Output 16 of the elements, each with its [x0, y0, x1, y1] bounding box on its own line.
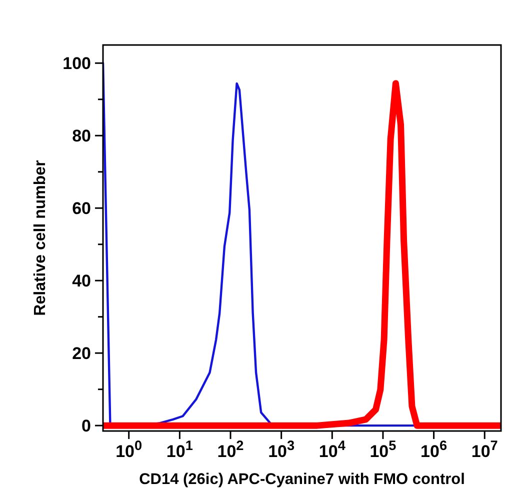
x-tick-label: 10$^{0}$ [116, 438, 142, 461]
x-tick-label: 10$^{6}$ [420, 438, 448, 461]
x-tick-label: 10$^{2}$ [217, 438, 244, 461]
x-tick-label: 10$^{7}$ [471, 438, 498, 461]
y-tick-label: 20 [72, 344, 91, 364]
y-axis-title: Relative cell number [32, 160, 49, 316]
x-tick-label: 10$^{1}$ [166, 438, 194, 461]
x-tick-label: 10$^{4}$ [318, 438, 346, 461]
x-tick-label: 10$^{3}$ [268, 438, 296, 461]
y-tick-label: 40 [72, 272, 91, 291]
y-tick-label: 100 [62, 54, 91, 74]
y-tick-label: 0 [82, 416, 91, 436]
x-tick-label: 10$^{5}$ [370, 438, 397, 461]
y-tick-label: 60 [72, 199, 91, 218]
x-axis-title: CD14 (26ic) APC-Cyanine7 with FMO control [139, 471, 465, 488]
y-tick-label: 80 [72, 126, 91, 146]
